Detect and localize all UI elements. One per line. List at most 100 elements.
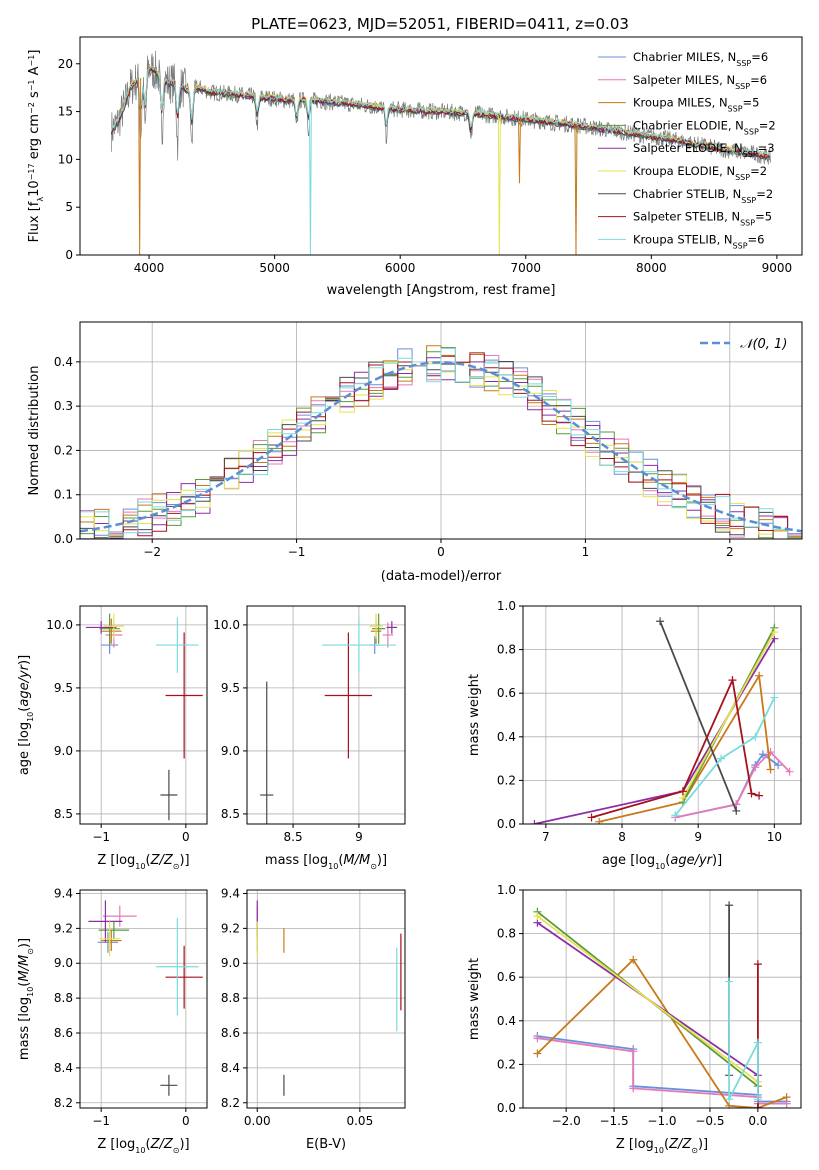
point-marker-kroupa_miles — [782, 1093, 791, 1102]
axes-frame-mass_vs_Z — [79, 889, 208, 1109]
axes-frame-age_vs_Z — [79, 605, 208, 825]
axes-frame-mass_vs_ebv — [246, 889, 406, 1109]
ylabel-mass_vs_Z: mass [log10(M/M⊙)] — [17, 938, 35, 1060]
x-tick-label: −1.0 — [647, 1114, 676, 1128]
ylabel-age_vs_Z: age [log10(age/yr)] — [17, 655, 35, 775]
y-tick-label: 8.2 — [54, 1096, 73, 1110]
x-tick-label: −2 — [143, 545, 161, 559]
y-tick-label: 9.0 — [221, 956, 240, 970]
x-tick-label: 8000 — [636, 261, 667, 275]
series-line-kroupa_elodie — [682, 631, 776, 799]
legend-label: Kroupa ELODIE, NSSP=2 — [633, 164, 767, 182]
legend-label: 𝒩(0, 1) — [740, 337, 787, 352]
y-tick-label: 8.5 — [54, 807, 73, 821]
point-marker-kroupa_stelib — [717, 754, 726, 763]
x-tick-label: 0 — [182, 830, 190, 844]
point-marker-kroupa_miles — [755, 671, 764, 680]
y-tick-label: 20 — [58, 57, 73, 71]
x-tick-label: 0.0 — [748, 1114, 767, 1128]
y-tick-label: 9.2 — [221, 921, 240, 935]
series-line-salpeter_elodie — [534, 638, 776, 824]
y-tick-label: 0.0 — [497, 1101, 516, 1115]
point-marker-kroupa_stelib — [725, 1095, 734, 1104]
point-marker-salpeter_stelib — [753, 960, 762, 969]
xlabel-age_vs_mass: mass [log10(M/M⊙)] — [265, 853, 387, 871]
xlabel-weight_vs_age: age [log10(age/yr)] — [602, 853, 722, 871]
x-tick-label: 5000 — [259, 261, 290, 275]
errorbars-age_vs_Z — [85, 613, 203, 821]
y-tick-label: 10.0 — [213, 618, 240, 632]
model-spectrum-kroupa_stelib — [110, 65, 772, 158]
y-tick-label: 0.4 — [497, 730, 516, 744]
y-tick-label: 0.6 — [497, 970, 516, 984]
legend-label: Salpeter STELIB, NSSP=5 — [633, 210, 772, 228]
y-tick-label: 8.6 — [54, 1026, 73, 1040]
y-tick-label: 0.2 — [54, 443, 73, 457]
model-spectrum-chabrier_stelib — [110, 67, 771, 161]
hist-ylabel: Normed distribution — [27, 366, 42, 496]
x-tick-label: −1 — [92, 1114, 110, 1128]
y-tick-label: 0.8 — [497, 643, 516, 657]
y-tick-label: 0 — [65, 248, 73, 262]
x-tick-label: −1 — [92, 830, 110, 844]
y-tick-label: 0.1 — [54, 488, 73, 502]
axes-frame-spectrum — [79, 36, 803, 256]
y-tick-label: 1.0 — [497, 883, 516, 897]
y-tick-label: 10.0 — [46, 618, 73, 632]
x-tick-label: 0.00 — [244, 1114, 271, 1128]
axes-frame-age_vs_mass — [246, 605, 406, 825]
xlabel-weight_vs_Z: Z [log10(Z/Z⊙)] — [616, 1137, 708, 1155]
errorbars-age_vs_mass — [260, 613, 398, 824]
ylabel-weight_vs_age: mass weight — [467, 674, 482, 756]
x-tick-label: 2 — [726, 545, 734, 559]
y-tick-label: 0.2 — [497, 773, 516, 787]
y-tick-label: 1.0 — [497, 599, 516, 613]
y-tick-label: 9.0 — [54, 744, 73, 758]
axes-age_vs_Z: −1 0 8.5 9.0 9.5 10.0 Z [log10(Z/Z⊙)] age [log1… — [17, 605, 208, 871]
hist-xlabel: (data-model)/error — [381, 569, 502, 584]
series-line-chabrier_stelib — [659, 620, 738, 812]
x-tick-label: 8 — [618, 830, 626, 844]
model-dip — [497, 116, 501, 255]
y-tick-label: 9.5 — [54, 681, 73, 695]
spectrum-legend: Chabrier MILES, NSSP=6 Salpeter MILES, NS… — [598, 50, 776, 250]
normal-curve — [80, 361, 802, 533]
legend-label: Chabrier MILES, NSSP=6 — [633, 50, 768, 68]
point-marker-kroupa_miles — [595, 817, 604, 824]
ylabel-weight_vs_Z: mass weight — [467, 958, 482, 1040]
y-tick-label: 9.4 — [221, 886, 240, 900]
y-tick-label: 15 — [58, 105, 73, 119]
errorbars-mass_vs_ebv — [256, 900, 402, 1096]
histogram-steps — [80, 345, 802, 539]
y-tick-label: 0.0 — [54, 532, 73, 546]
axes-weight_vs_age: 7 8 9 10 0.0 0.2 0.4 0.6 0.8 1.0 age [log10(age/yr… — [467, 599, 802, 871]
y-tick-label: 8.4 — [221, 1061, 240, 1075]
x-tick-label: 9 — [694, 830, 702, 844]
spectrum-ylabel: Flux [fλ10−17 erg cm−2 s−1 A−1] — [27, 50, 45, 243]
x-tick-label: −0.5 — [695, 1114, 724, 1128]
point-marker-chabrier_miles — [758, 750, 767, 759]
point-marker-chabrier_miles — [774, 761, 783, 770]
xlabel-mass_vs_ebv: E(B-V) — [306, 1137, 346, 1152]
point-marker-salpeter_miles — [629, 1084, 638, 1093]
x-tick-label: 7 — [542, 830, 550, 844]
series-line-salpeter_elodie — [536, 921, 759, 1108]
point-marker-kroupa_stelib — [671, 811, 680, 820]
point-marker-salpeter_miles — [533, 1034, 542, 1043]
y-tick-label: 9.0 — [54, 956, 73, 970]
x-tick-label: −1 — [288, 545, 306, 559]
legend-label: Chabrier STELIB, NSSP=2 — [633, 187, 773, 205]
y-tick-label: 8.5 — [221, 807, 240, 821]
point-marker-salpeter_miles — [785, 767, 794, 776]
x-tick-label: 8.5 — [284, 830, 303, 844]
x-tick-label: 9 — [355, 830, 363, 844]
x-tick-label: 7000 — [510, 261, 541, 275]
point-marker-kroupa_stelib — [753, 1095, 762, 1104]
point-marker-salpeter_miles — [751, 763, 760, 772]
point-marker-salpeter_stelib — [728, 676, 737, 685]
y-tick-label: 9.2 — [54, 921, 73, 935]
x-tick-label: 10 — [767, 830, 782, 844]
y-tick-label: 0.4 — [54, 355, 73, 369]
point-marker-chabrier_stelib — [656, 617, 665, 626]
y-tick-label: 0.3 — [54, 399, 73, 413]
